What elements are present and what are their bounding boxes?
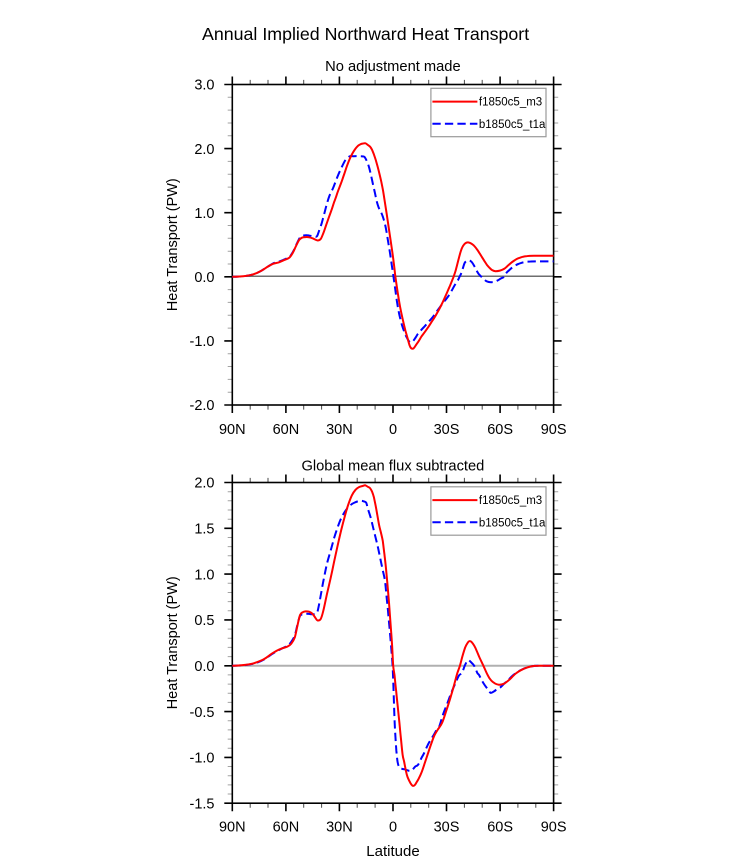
svg-text:60N: 60N: [273, 820, 300, 836]
svg-text:Heat Transport (PW): Heat Transport (PW): [165, 576, 181, 709]
svg-text:1.0: 1.0: [194, 206, 214, 222]
svg-text:b1850c5_t1a: b1850c5_t1a: [479, 517, 546, 529]
svg-text:30N: 30N: [326, 820, 353, 836]
svg-text:90S: 90S: [541, 422, 567, 438]
svg-text:0: 0: [389, 422, 397, 438]
svg-text:60S: 60S: [487, 820, 513, 836]
svg-text:2.0: 2.0: [194, 476, 214, 492]
svg-text:-2.0: -2.0: [190, 398, 215, 414]
svg-text:f1850c5_m3: f1850c5_m3: [479, 97, 542, 109]
svg-text:30N: 30N: [326, 422, 353, 438]
svg-text:1.5: 1.5: [194, 522, 214, 538]
svg-text:0.0: 0.0: [194, 659, 214, 675]
svg-text:2.0: 2.0: [194, 142, 214, 158]
svg-text:-1.5: -1.5: [190, 796, 215, 812]
svg-text:0: 0: [389, 820, 397, 836]
svg-text:30S: 30S: [434, 820, 460, 836]
svg-text:90S: 90S: [541, 820, 567, 836]
svg-text:Latitude: Latitude: [366, 843, 419, 859]
svg-text:b1850c5_t1a: b1850c5_t1a: [479, 119, 546, 131]
svg-text:Annual Implied Northward Heat: Annual Implied Northward Heat Transport: [202, 24, 529, 44]
svg-text:30S: 30S: [434, 422, 460, 438]
svg-text:90N: 90N: [219, 422, 246, 438]
svg-text:-1.0: -1.0: [190, 751, 215, 767]
svg-text:3.0: 3.0: [194, 78, 214, 94]
svg-text:Heat Transport (PW): Heat Transport (PW): [165, 178, 181, 311]
svg-text:60N: 60N: [273, 422, 300, 438]
svg-text:-0.5: -0.5: [190, 705, 215, 721]
svg-text:60S: 60S: [487, 422, 513, 438]
svg-text:-1.0: -1.0: [190, 334, 215, 350]
svg-text:f1850c5_m3: f1850c5_m3: [479, 495, 542, 507]
svg-text:90N: 90N: [219, 820, 246, 836]
svg-text:No adjustment made: No adjustment made: [325, 59, 461, 75]
svg-text:0.0: 0.0: [194, 270, 214, 286]
svg-text:1.0: 1.0: [194, 567, 214, 583]
svg-text:Global mean flux subtracted: Global mean flux subtracted: [301, 459, 484, 475]
svg-text:0.5: 0.5: [194, 613, 214, 629]
